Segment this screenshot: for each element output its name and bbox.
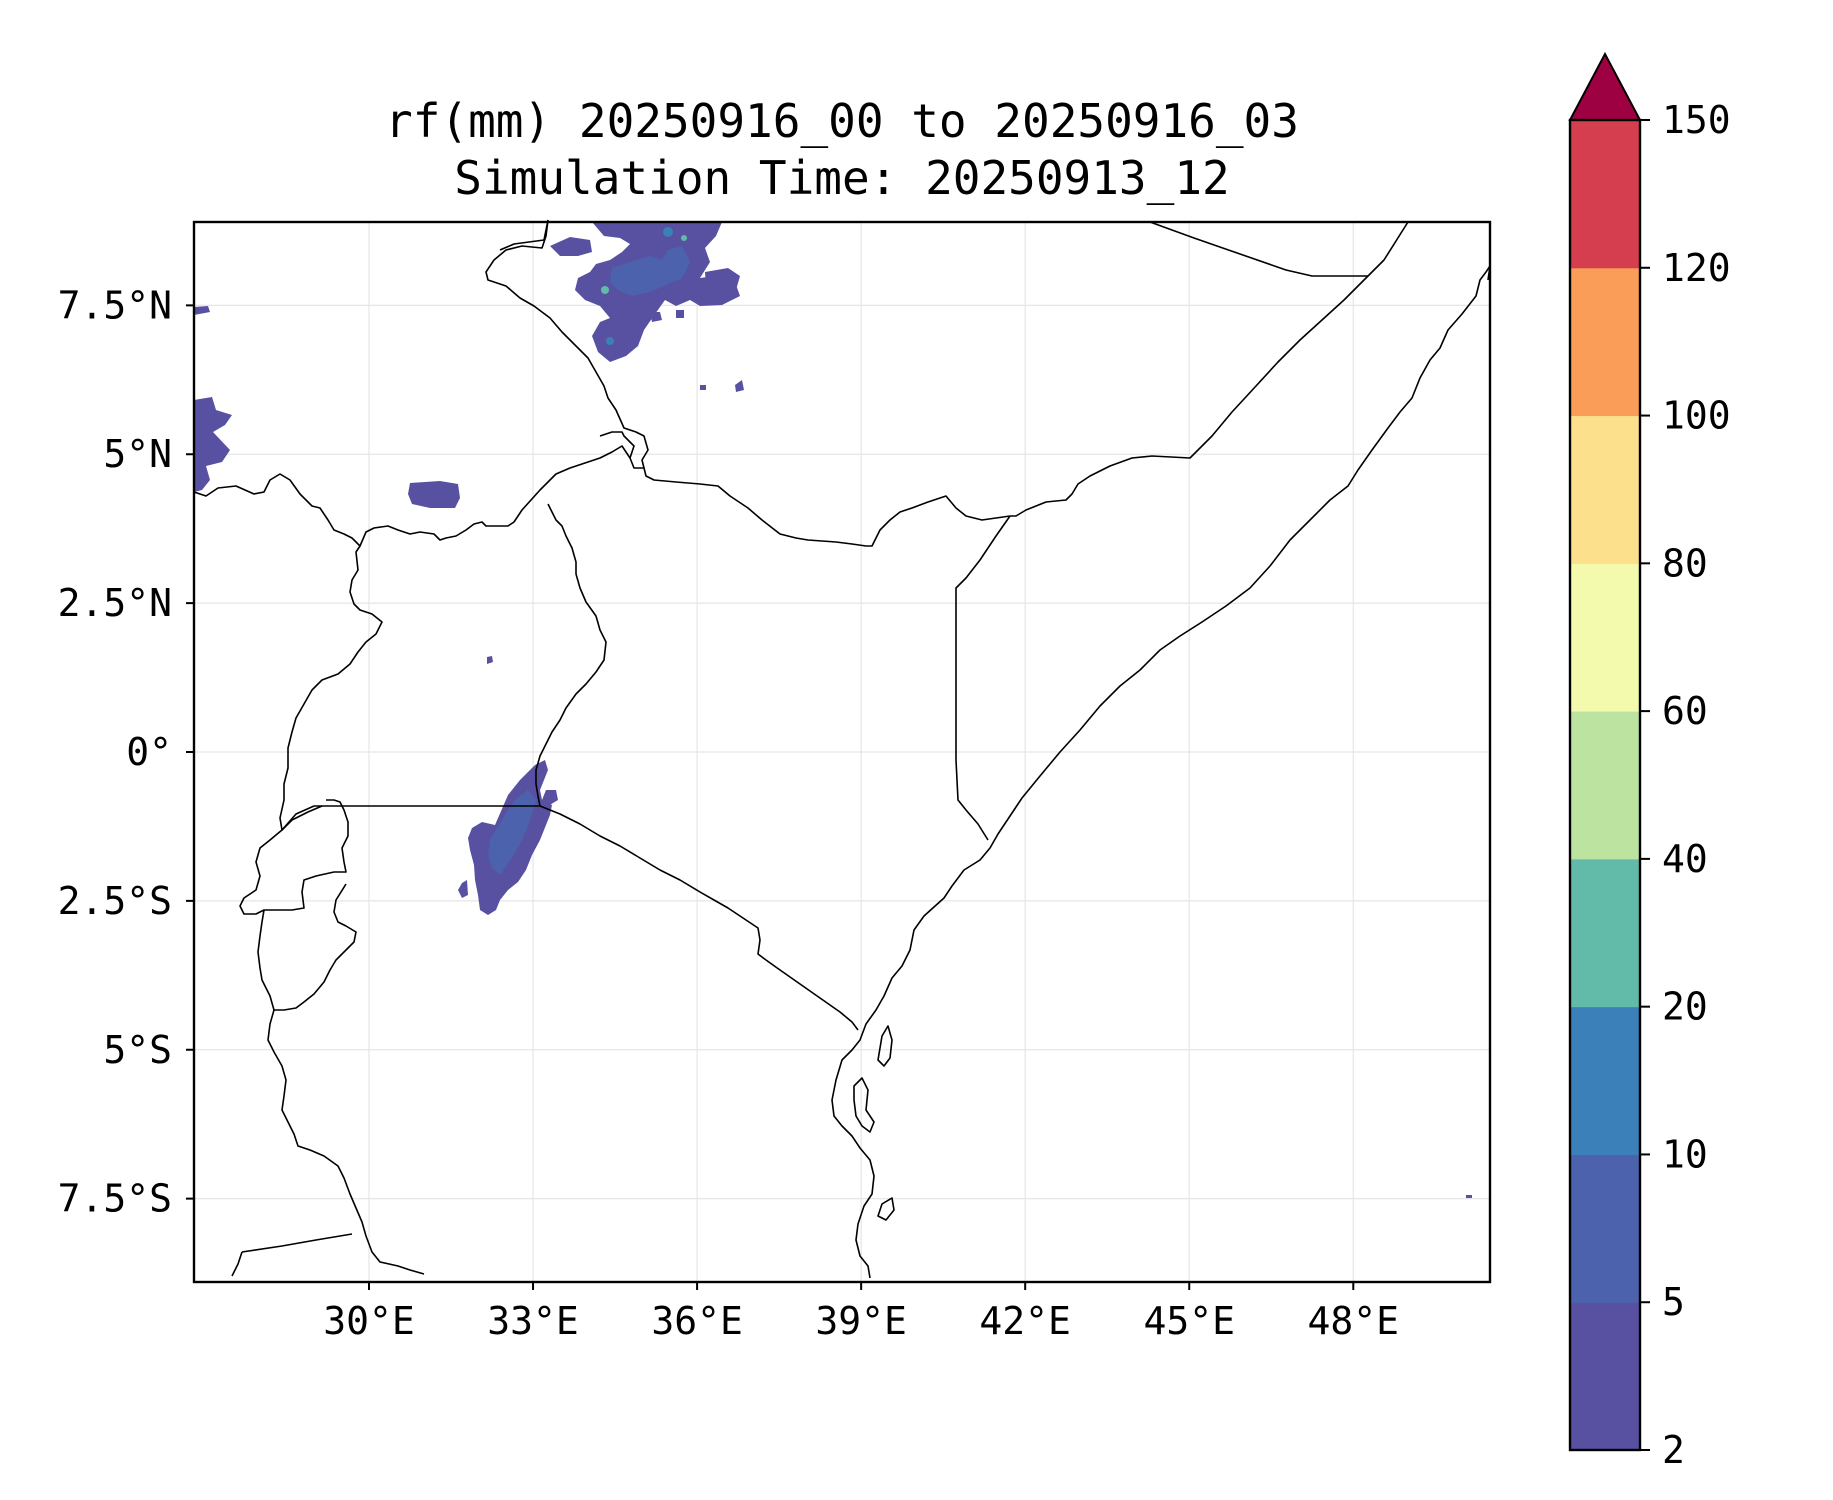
island-pemba <box>877 1025 893 1067</box>
colorbar-tick-label: 20 <box>1662 985 1708 1029</box>
colorbar-tick-label: 60 <box>1662 689 1708 733</box>
rain-area-north-top <box>575 222 740 362</box>
rain-area-north-cell <box>487 656 493 664</box>
rainfall-contours <box>194 222 1472 1198</box>
axis-ticks: 30°E 33°E 36°E 39°E 42°E 45°E 48°E 7.5°N 5°N 2.5°… <box>58 283 1399 1343</box>
border-kenya-somalia <box>955 515 1011 841</box>
y-tick-label: 2.5°S <box>58 879 172 923</box>
y-tick-label: 5°S <box>103 1028 172 1072</box>
coastline-horn <box>831 271 1487 1279</box>
gridlines <box>194 222 1490 1282</box>
rain-area-west-edge-small <box>194 306 210 315</box>
country-borders <box>193 219 1491 1279</box>
x-tick-label: 33°E <box>487 1299 579 1343</box>
colorbar-segment <box>1570 415 1640 564</box>
y-tick-label: 7.5°N <box>58 283 172 327</box>
border-tanzania-west <box>267 1009 425 1275</box>
rain-area-offshore-dot <box>1466 1195 1472 1198</box>
x-tick-label: 39°E <box>815 1299 907 1343</box>
colorbar-segment <box>1570 563 1640 712</box>
x-tick-label: 30°E <box>323 1299 415 1343</box>
colorbar-segment <box>1570 858 1640 1008</box>
island-mafia <box>877 1197 895 1221</box>
border-somaliland-top <box>1149 221 1368 277</box>
plot-title: rf(mm) 20250916_00 to 20250916_03 <box>385 94 1299 148</box>
colorbar: 2 5 10 20 40 60 80 100 120 150 <box>1568 51 1731 1472</box>
colorbar-tick-label: 120 <box>1662 246 1731 290</box>
colorbar-tick-label: 40 <box>1662 837 1708 881</box>
border-zambia-tanzania <box>241 1233 353 1253</box>
colorbar-segment <box>1570 267 1640 417</box>
colorbar-tick-label: 10 <box>1662 1132 1708 1176</box>
rain-cell-10-20-b <box>606 337 614 345</box>
rain-cell-20-40 <box>601 286 609 294</box>
colorbar-tick-label: 5 <box>1662 1280 1685 1324</box>
plot-subtitle: Simulation Time: 20250913_12 <box>454 151 1230 205</box>
colorbar-segment <box>1570 120 1640 269</box>
colorbar-segment <box>1570 1302 1640 1451</box>
colorbar-tick-label: 80 <box>1662 541 1708 585</box>
rain-area-north-right <box>705 268 740 292</box>
colorbar-tick-label: 100 <box>1662 394 1731 438</box>
colorbar-segment <box>1570 1154 1640 1303</box>
x-tick-label: 42°E <box>979 1299 1071 1343</box>
island-zanzibar <box>853 1077 875 1133</box>
rain-area-victoria-east <box>542 790 558 806</box>
rain-cell-10-20-a <box>663 227 673 237</box>
colorbar-extend-triangle <box>1568 51 1642 121</box>
rain-area-north-dots-2 <box>676 310 684 318</box>
colorbar-frame <box>1568 118 1642 1452</box>
border-kenya-tanzania <box>539 805 859 1031</box>
colorbar-segment <box>1570 711 1640 860</box>
border-ethiopia-somalia <box>1010 221 1409 517</box>
rain-area-north-dots-1 <box>650 312 662 322</box>
rain-area-south-sudan <box>408 481 460 508</box>
rain-area-victoria-west <box>458 880 468 898</box>
colorbar-segment <box>1570 1006 1640 1155</box>
border-ethiopia-kenya <box>599 431 1011 547</box>
x-tick-label: 36°E <box>651 1299 743 1343</box>
x-tick-label: 45°E <box>1143 1299 1235 1343</box>
border-zambia-south <box>231 1251 243 1277</box>
border-rwanda-burundi <box>239 799 349 915</box>
rain-area-north-dots-3 <box>735 380 744 392</box>
rain-area-north-top-inner <box>610 246 690 296</box>
rain-area-lake-victoria-core <box>488 790 536 875</box>
y-tick-label: 7.5°S <box>58 1177 172 1221</box>
rain-cell-20-40-b <box>681 235 687 241</box>
border-south-sudan-south <box>193 445 631 547</box>
colorbar-tick-label: 150 <box>1662 98 1731 142</box>
colorbar-tick-label: 2 <box>1662 1428 1685 1472</box>
border-south-sudan-ethiopia <box>485 219 649 469</box>
border-south-sudan-north <box>499 219 549 251</box>
border-uganda <box>279 503 607 831</box>
rain-area-west-edge <box>194 397 232 492</box>
rain-area-north-dots-4 <box>700 385 706 390</box>
y-tick-label: 0° <box>126 730 172 774</box>
rain-area-north-left <box>550 237 592 256</box>
x-tick-label: 48°E <box>1308 1299 1400 1343</box>
border-burundi-tanzania <box>257 883 357 1011</box>
y-tick-label: 2.5°N <box>58 581 172 625</box>
y-tick-label: 5°N <box>103 432 172 476</box>
